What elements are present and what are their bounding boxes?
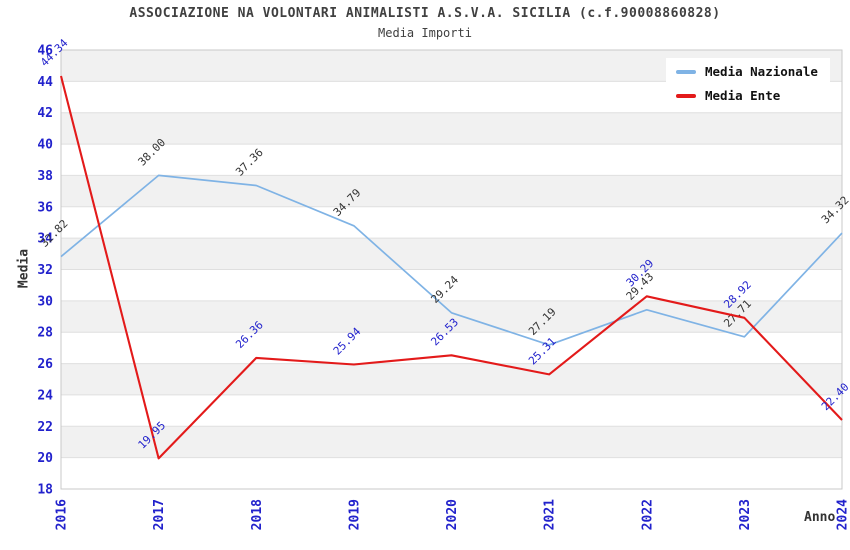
y-tick-label: 46 xyxy=(37,44,53,59)
plot-band xyxy=(61,238,842,270)
legend-swatch-ente-icon xyxy=(676,93,696,98)
y-tick-label: 20 xyxy=(37,451,53,466)
y-tick-label: 32 xyxy=(37,263,53,278)
y-tick-label: 38 xyxy=(37,169,53,184)
x-tick-label: 2022 xyxy=(640,499,655,530)
x-tick-label: 2016 xyxy=(55,499,70,530)
y-tick-label: 24 xyxy=(37,388,53,403)
y-tick-label: 22 xyxy=(37,420,53,435)
chart-title: ASSOCIAZIONE NA VOLONTARI ANIMALISTI A.S… xyxy=(129,6,721,21)
legend-swatch-nazionale-icon xyxy=(676,69,696,74)
x-tick-label: 2019 xyxy=(347,499,362,530)
plot-band xyxy=(61,457,842,489)
y-tick-label: 28 xyxy=(37,326,53,341)
plot-band xyxy=(61,144,842,176)
x-tick-label: 2024 xyxy=(836,499,850,530)
y-tick-label: 26 xyxy=(37,357,53,372)
chart-subtitle: Media Importi xyxy=(378,26,472,40)
legend: Media Nazionale Media Ente xyxy=(666,58,830,111)
x-tick-label: 2021 xyxy=(543,499,558,530)
y-tick-label: 42 xyxy=(37,106,53,121)
plot-band xyxy=(61,269,842,301)
plot-band xyxy=(61,112,842,145)
legend-item-media-ente[interactable]: Media Ente xyxy=(676,88,824,103)
y-tick-label: 40 xyxy=(37,138,53,153)
x-axis-title: Anno xyxy=(804,510,836,525)
x-tick-label: 2017 xyxy=(152,499,167,530)
series-line-media-nazionale xyxy=(60,174,843,346)
x-tick-label: 2018 xyxy=(250,499,265,530)
y-tick-label: 18 xyxy=(37,483,53,498)
y-tick-label: 30 xyxy=(37,294,53,309)
y-tick-label: 34 xyxy=(37,232,53,247)
x-tick-label: 2023 xyxy=(738,499,753,530)
legend-label: Media Ente xyxy=(705,88,781,103)
legend-item-media-nazionale[interactable]: Media Nazionale xyxy=(676,64,824,79)
plot-band xyxy=(61,394,842,427)
plot-band xyxy=(61,363,842,395)
plot-band xyxy=(61,426,842,458)
y-tick-label: 36 xyxy=(37,200,53,215)
series-line-media-ente xyxy=(59,75,843,460)
plot-border xyxy=(60,49,843,490)
y-axis-title: Media xyxy=(16,248,32,289)
plot-band xyxy=(61,332,842,364)
legend-label: Media Nazionale xyxy=(705,64,818,79)
y-tick-label: 44 xyxy=(37,75,53,90)
plot-band xyxy=(61,206,842,239)
plot-band xyxy=(61,175,842,207)
x-tick-label: 2020 xyxy=(445,499,460,530)
